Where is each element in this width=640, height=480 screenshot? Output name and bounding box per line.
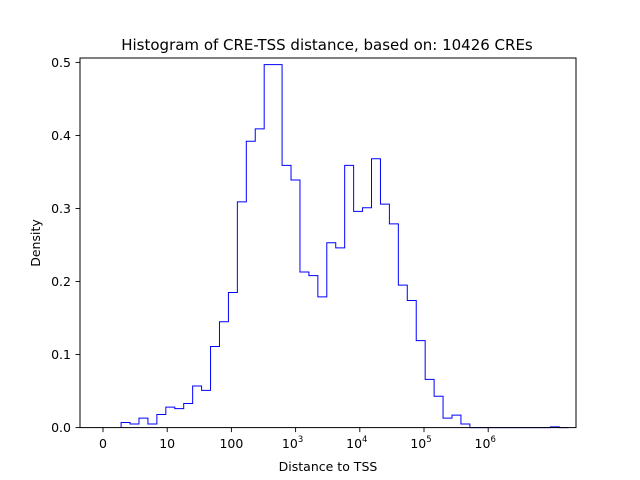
y-tick-label: 0.4 bbox=[51, 128, 71, 143]
histogram-bar bbox=[273, 65, 282, 428]
histogram-bar bbox=[452, 415, 461, 427]
histogram-bar bbox=[389, 224, 398, 428]
histogram-bar bbox=[211, 347, 220, 428]
histogram-bar bbox=[443, 418, 452, 428]
histogram-bar bbox=[363, 208, 372, 428]
histogram-bar bbox=[255, 129, 264, 428]
histogram-bar bbox=[130, 424, 139, 428]
y-tick-label: 0.0 bbox=[51, 420, 71, 435]
x-tick-label: 0 bbox=[99, 436, 107, 451]
histogram-bar bbox=[246, 141, 255, 427]
x-axis-label: Distance to TSS bbox=[279, 459, 378, 474]
histogram-bar bbox=[219, 322, 228, 428]
histogram-bar bbox=[228, 292, 237, 427]
histogram-bar bbox=[184, 404, 193, 428]
histogram-bar bbox=[309, 276, 318, 428]
x-tick-label: 103 bbox=[282, 435, 303, 451]
chart-title: Histogram of CRE-TSS distance, based on:… bbox=[121, 36, 533, 54]
histogram-bar bbox=[461, 424, 470, 428]
histogram-bar bbox=[291, 180, 300, 428]
histogram-bar bbox=[345, 165, 354, 427]
axes-frame bbox=[79, 57, 577, 429]
y-tick-label: 0.3 bbox=[51, 201, 71, 216]
histogram-bar bbox=[157, 414, 166, 427]
histogram-bar bbox=[336, 248, 345, 428]
histogram-bar bbox=[166, 407, 175, 427]
histogram-bar bbox=[380, 204, 389, 428]
histogram-bar bbox=[202, 390, 211, 427]
histogram-bar bbox=[237, 202, 246, 428]
histogram-bar bbox=[175, 409, 184, 428]
histogram-bar bbox=[434, 396, 443, 427]
x-tick-label: 100 bbox=[219, 436, 243, 451]
histogram-bar bbox=[148, 424, 157, 428]
axis-ticks: 0 10 100 103 104 105 106 0.0 0.1 0.2 0.3 0.4 0.5 bbox=[51, 55, 496, 451]
histogram-bar bbox=[354, 211, 363, 427]
histogram-bar bbox=[121, 422, 130, 427]
histogram-bar bbox=[318, 297, 327, 428]
y-tick-label: 0.2 bbox=[51, 274, 71, 289]
histogram-bar bbox=[398, 285, 407, 427]
histogram-bar bbox=[300, 272, 309, 428]
histogram-bar bbox=[327, 243, 336, 428]
x-tick-label: 10 bbox=[159, 436, 175, 451]
histogram-bar bbox=[193, 386, 202, 428]
histogram-step-line bbox=[120, 64, 569, 429]
x-tick-label: 106 bbox=[475, 435, 496, 451]
histogram-bar bbox=[264, 65, 273, 428]
x-tick-label: 105 bbox=[410, 435, 431, 451]
histogram-bar bbox=[139, 418, 148, 428]
histogram-bar bbox=[372, 159, 381, 428]
x-tick-label: 104 bbox=[346, 435, 367, 451]
y-tick-label: 0.1 bbox=[51, 347, 71, 362]
y-axis-label: Density bbox=[28, 219, 43, 267]
histogram-bar bbox=[282, 165, 291, 427]
histogram-bar bbox=[416, 341, 425, 428]
histogram-bar bbox=[425, 379, 434, 427]
histogram-bar bbox=[407, 301, 416, 428]
y-tick-label: 0.5 bbox=[51, 55, 71, 70]
